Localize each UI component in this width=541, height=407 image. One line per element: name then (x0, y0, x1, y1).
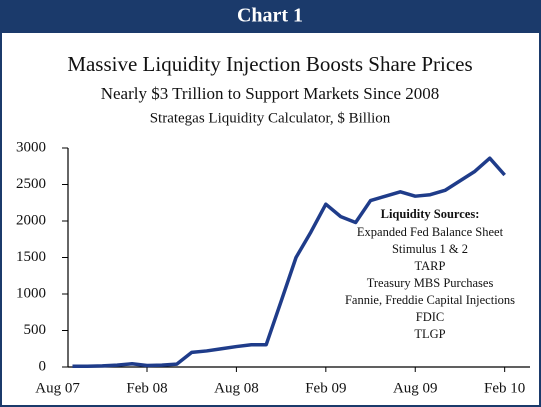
x-tick-label: Aug 08 (214, 380, 259, 396)
annotation-title: Liquidity Sources: (381, 207, 480, 221)
subtitle: Nearly $3 Trillion to Support Markets Si… (101, 84, 440, 103)
x-tick-label: Aug 09 (393, 380, 438, 396)
caption: Strategas Liquidity Calculator, $ Billio… (150, 110, 391, 126)
annotation-item: TARP (415, 259, 446, 273)
header-band (0, 0, 541, 33)
annotation-item: FDIC (416, 310, 444, 324)
x-tick-label: Aug 07 (35, 380, 80, 396)
y-tick-label: 1000 (16, 285, 46, 301)
y-tick-label: 0 (39, 358, 47, 374)
annotation-item: Stimulus 1 & 2 (392, 242, 468, 256)
chart-title: Massive Liquidity Injection Boosts Share… (67, 52, 472, 76)
x-tick-label: Feb 08 (126, 380, 167, 396)
x-tick-label: Feb 09 (305, 380, 346, 396)
y-tick-label: 2000 (16, 212, 46, 228)
annotation-item: Expanded Fed Balance Sheet (357, 225, 504, 239)
header: Chart 1 (237, 5, 303, 27)
y-tick-label: 500 (24, 322, 47, 338)
x-tick-label: Feb 10 (484, 380, 525, 396)
annotation-item: Fannie, Freddie Capital Injections (345, 293, 515, 307)
y-tick-label: 2500 (16, 176, 46, 192)
data-line (72, 156, 506, 369)
y-tick-label: 3000 (16, 139, 46, 155)
annotation-item: TLGP (414, 327, 445, 341)
y-tick-label: 1500 (16, 249, 46, 265)
annotation-item: Treasury MBS Purchases (367, 276, 494, 290)
